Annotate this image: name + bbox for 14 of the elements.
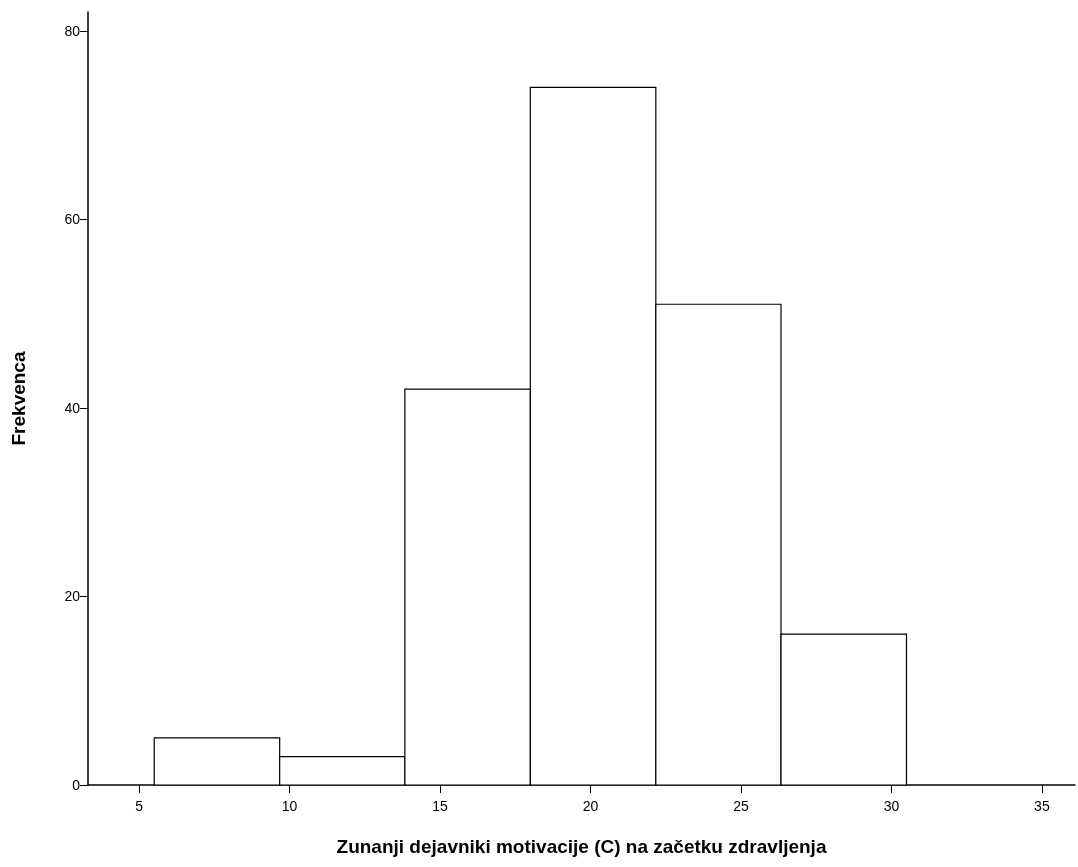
x-tick-label: 10 — [281, 798, 298, 814]
x-tick-label: 5 — [135, 798, 144, 814]
y-tick-label: 80 — [64, 22, 81, 39]
y-tick-label: 0 — [72, 777, 81, 793]
x-tick-label: 30 — [883, 798, 900, 814]
x-tick-label: 15 — [432, 798, 449, 814]
x-tick-label: 35 — [1034, 798, 1050, 814]
y-axis-title: Frekvenca — [8, 351, 29, 446]
y-tick-label: 40 — [64, 399, 81, 416]
y-tick-label: 60 — [64, 211, 81, 228]
x-tick-label: 20 — [582, 798, 599, 814]
x-axis-title: Zunanji dejavniki motivacije (C) na začetku zdravljenja — [336, 836, 827, 857]
y-tick-label: 20 — [64, 588, 81, 605]
x-tick-label: 25 — [733, 798, 749, 814]
